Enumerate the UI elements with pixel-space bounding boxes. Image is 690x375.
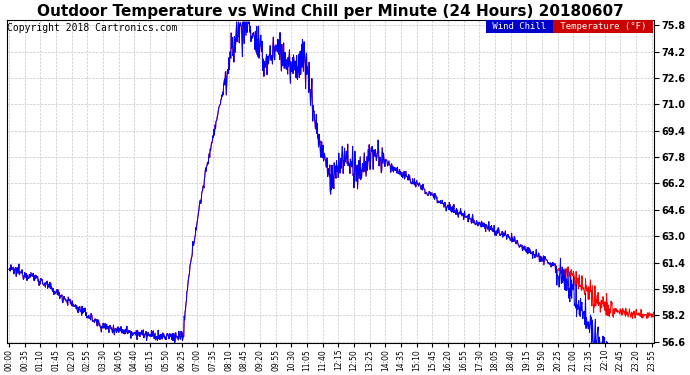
Text: Copyright 2018 Cartronics.com: Copyright 2018 Cartronics.com: [7, 23, 177, 33]
Text: Temperature (°F): Temperature (°F): [555, 22, 651, 31]
Text: Wind Chill (°F): Wind Chill (°F): [487, 22, 579, 31]
Title: Outdoor Temperature vs Wind Chill per Minute (24 Hours) 20180607: Outdoor Temperature vs Wind Chill per Mi…: [37, 4, 624, 19]
